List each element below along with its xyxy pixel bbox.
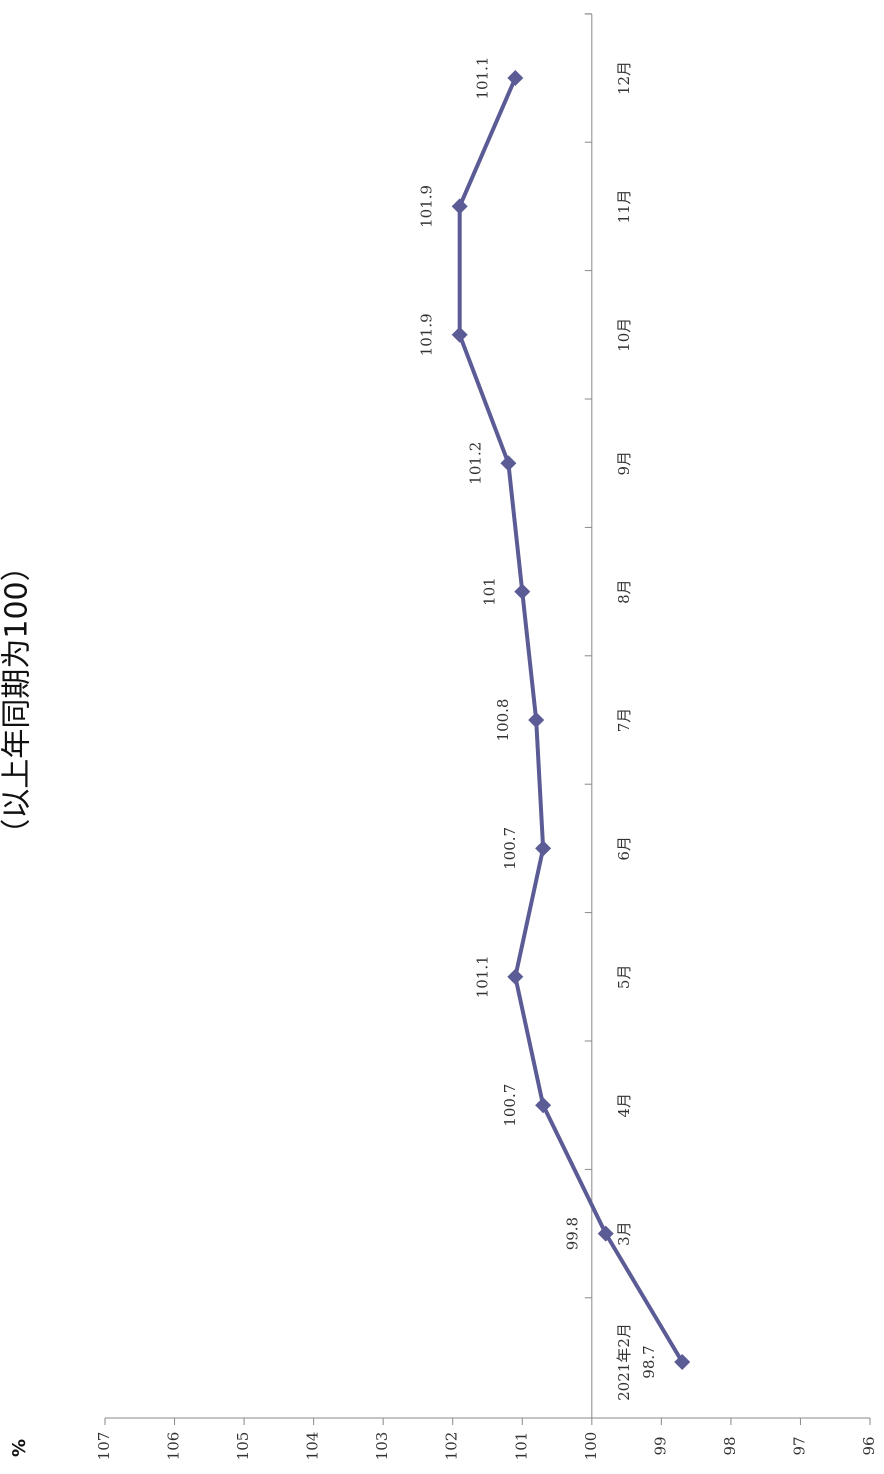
line [457,77,684,1364]
data-label: 100.7 [501,827,519,870]
y-tick-label: 100 [582,1432,600,1461]
data-label: 98.7 [640,1345,658,1378]
marker [674,1354,691,1370]
data-label: 101.9 [418,185,436,228]
y-tick-label: 97 [790,1436,808,1455]
x-tick-label: 12月 [615,61,633,95]
x-tick-label: 4月 [615,1093,633,1118]
y-tick-label: 104 [304,1432,322,1461]
y-tick-label: 99 [651,1436,669,1455]
data-label: 99.8 [564,1217,582,1250]
y-tick-label: 103 [373,1432,391,1461]
marker [535,840,552,857]
data-label: 101.1 [473,57,491,100]
marker [514,583,531,600]
marker [535,1097,552,1114]
data-label: 101.2 [466,442,484,485]
data-label: 100.7 [501,1084,519,1127]
marker [500,455,517,472]
marker [507,968,524,985]
marker [451,326,468,343]
marker [451,198,468,215]
x-tick-label: 6月 [615,836,633,861]
data-label: 101.9 [418,313,436,356]
marker [597,1225,614,1242]
y-tick-label: 96 [860,1436,878,1455]
marker [507,70,524,86]
y-tick-label: 102 [443,1432,461,1461]
y-tick-label: 101 [512,1432,530,1461]
axis-label: % [9,1439,30,1457]
x-tick-label: 3月 [615,1221,633,1246]
data-label: 100.8 [494,699,512,742]
y-tick-label: 106 [165,1432,183,1461]
y-tick-label: 98 [721,1436,739,1455]
y-tick-label: 105 [234,1432,252,1461]
data-label: 101.1 [473,955,491,998]
y-tick-label: 107 [95,1432,113,1461]
x-tick-label: 8月 [615,579,633,604]
x-tick-label: 5月 [615,965,633,990]
x-tick-label: 10月 [615,318,633,352]
marker [528,712,545,728]
data-label: 101 [480,577,498,606]
x-tick-label: 9月 [615,451,633,476]
x-tick-label: 2021年2月 [615,1323,633,1401]
x-tick-label: 11月 [615,189,633,223]
x-tick-label: 7月 [615,708,633,733]
chart-title: （以上年同期为100） [0,551,35,848]
